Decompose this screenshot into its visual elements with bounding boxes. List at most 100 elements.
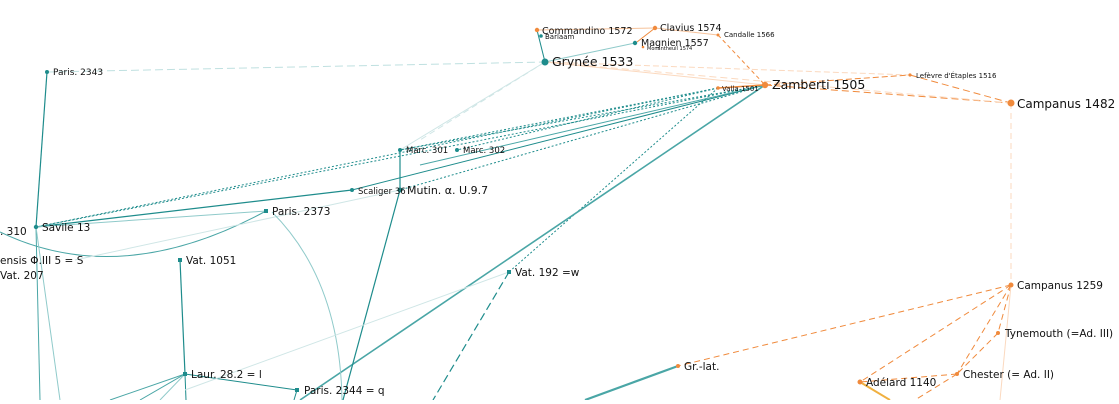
edge-zamberti-marc301-dotted <box>399 84 766 151</box>
label-tynemouth: Tynemouth (=Ad. III) <box>1004 328 1113 340</box>
label-chester: Chester (= Ad. II) <box>963 369 1054 381</box>
labels: Commandino 1572 Barlaam Clavius 1574 Can… <box>0 23 1115 397</box>
edge-grlat-down <box>584 364 679 402</box>
label-paris2373: Paris. 2373 <box>272 206 330 218</box>
edge-campanus1259-grlat <box>677 284 1012 367</box>
edge-campanus1259-chester <box>956 284 1012 375</box>
node-magnien[interactable] <box>632 40 638 46</box>
node-paris2344[interactable] <box>295 388 299 392</box>
node-campanus1259[interactable] <box>1008 282 1014 288</box>
node-chester[interactable] <box>955 372 959 376</box>
edge-adelard-down <box>859 381 891 401</box>
node-vat192[interactable] <box>507 270 511 274</box>
edge-laur-down-2 <box>139 373 186 401</box>
node-candalle[interactable] <box>716 33 720 37</box>
node-marc302[interactable] <box>455 148 459 152</box>
label-mutin: Mutin. α. U.9.7 <box>407 184 488 197</box>
edge-commandino-clavius <box>536 27 656 31</box>
edge-bononiensis-curve <box>0 210 267 258</box>
node-adelard[interactable] <box>857 379 863 385</box>
edge-vat1051-laur <box>179 259 186 375</box>
edge-laur-down-3 <box>159 373 186 401</box>
edge-zamberti-marc-solid <box>419 84 766 166</box>
node-tynemouth[interactable] <box>996 331 1000 335</box>
edge-valla-savile-dotted <box>35 87 719 228</box>
label-grynee: Grynée 1533 <box>552 54 633 69</box>
node-clavius[interactable] <box>652 25 658 31</box>
label-barlaam: Barlaam <box>545 33 574 41</box>
edge-grynee-campanus1482 <box>544 61 1012 104</box>
edge-campanus1259-tynemouth <box>997 284 1012 334</box>
edge-zamberti-lower-thick <box>299 84 766 401</box>
node-grynee[interactable] <box>541 58 549 66</box>
node-paris2373[interactable] <box>264 209 268 213</box>
node-campanus1482[interactable] <box>1007 99 1015 107</box>
edge-magnien-grynee <box>544 42 636 63</box>
label-magnien: Magnien 1557 <box>641 38 709 49</box>
label-vat310: . 310 <box>0 226 27 238</box>
label-grlat: Gr.-lat. <box>684 361 719 373</box>
edge-tynemouth-chester <box>956 332 999 375</box>
label-campanus1259: Campanus 1259 <box>1017 280 1103 292</box>
edge-grynee-paris2373 <box>419 61 546 141</box>
edge-candalle-zamberti <box>717 34 766 86</box>
edge-commandino-grynee <box>536 29 546 63</box>
node-mutin[interactable] <box>397 187 403 193</box>
node-savile[interactable] <box>33 224 39 230</box>
edge-campanus1259-down <box>999 284 1012 401</box>
node-commandino[interactable] <box>534 27 540 33</box>
edge-laur-down-1 <box>109 373 186 401</box>
label-bononiensis: ensis Φ.III 5 = S <box>0 255 84 267</box>
edge-savile-paris2373 <box>35 210 267 228</box>
edge-zamberti-scaliger-solid <box>351 84 766 191</box>
node-scaliger[interactable] <box>350 188 354 192</box>
edge-clavius-magnien <box>636 27 656 43</box>
label-zamberti: Zamberti 1505 <box>772 77 865 92</box>
edge-laur-down-4 <box>184 373 187 401</box>
edge-valla-marc301-dotted <box>399 87 719 151</box>
label-laur: Laur. 28.2 = l <box>191 369 262 381</box>
edge-vat192-laur <box>184 271 510 391</box>
label-vat207: Vat. 207 <box>0 270 44 282</box>
label-valla: Valla 1501 <box>722 85 759 93</box>
edge-clavius-candalle <box>654 27 719 36</box>
node-laur[interactable] <box>183 372 187 376</box>
edge-chester-down <box>914 373 958 401</box>
edge-zamberti-lefevre <box>764 74 911 86</box>
edge-mutin-paris2344 <box>342 189 401 401</box>
edge-bononiensis-mutin <box>74 189 401 261</box>
edge-paris2343-savile <box>35 71 48 228</box>
edge-zamberti-campanus1482 <box>764 84 1012 104</box>
label-clavius: Clavius 1574 <box>660 23 722 34</box>
label-commandino: Commandino 1572 <box>542 26 633 37</box>
edge-paris2343-grynee <box>46 61 546 73</box>
edge-vat192-down <box>432 271 510 401</box>
edge-laur-paris2344 <box>184 373 298 391</box>
node-monantheuil[interactable] <box>641 45 645 49</box>
edge-paris2373-down <box>271 211 343 401</box>
node-grlat[interactable] <box>676 364 680 368</box>
label-savile: Savile 13 <box>42 222 90 234</box>
edge-chester-adelard <box>859 373 958 383</box>
edge-grynee-lefevre <box>544 61 911 76</box>
label-marc301: Marc. 301 <box>406 146 448 156</box>
node-marc301[interactable] <box>398 148 402 152</box>
edge-savile-scaliger <box>35 189 353 228</box>
node-valla[interactable] <box>716 86 720 90</box>
label-adelard: Adélard 1140 <box>866 377 936 389</box>
node-vat1051[interactable] <box>178 258 182 262</box>
label-marc302: Marc. 302 <box>463 146 505 156</box>
latin-edges <box>536 27 1012 401</box>
label-campanus1482: Campanus 1482 <box>1017 97 1115 111</box>
label-scaliger: Scaliger 36 <box>358 187 406 197</box>
edge-lefevre-campanus1482 <box>909 74 1012 104</box>
node-zamberti[interactable] <box>761 81 769 89</box>
node-paris2343[interactable] <box>45 70 49 74</box>
node-lefevre[interactable] <box>908 73 912 77</box>
node-barlaam[interactable] <box>539 34 543 38</box>
label-vat1051: Vat. 1051 <box>186 255 236 267</box>
greek-edges <box>0 29 766 402</box>
edge-zamberti-mutin-dotted <box>399 84 766 191</box>
